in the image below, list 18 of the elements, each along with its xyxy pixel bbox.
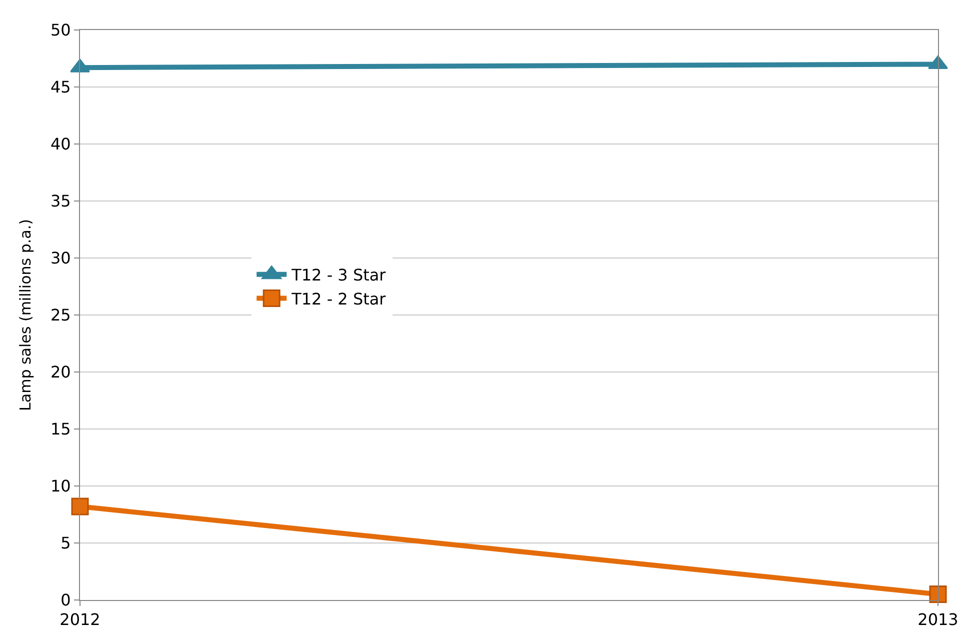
y-tick-label: 15 xyxy=(50,420,71,439)
x-tick-label: 2013 xyxy=(918,610,958,630)
point xyxy=(929,586,947,604)
y-tick-label: 45 xyxy=(50,78,71,97)
x-tick-label: 2012 xyxy=(60,610,100,630)
y-tick-label: 40 xyxy=(50,134,71,154)
y-tick-label: 35 xyxy=(50,192,71,211)
y-tick-label: 25 xyxy=(50,306,71,325)
legend-label: T12 - 3 Star xyxy=(290,266,386,285)
y-tick-label: 20 xyxy=(50,362,71,382)
y-tick-label: 0 xyxy=(60,590,71,610)
point xyxy=(71,498,89,516)
y-tick-label: 50 xyxy=(50,20,71,40)
y-tick-label: 30 xyxy=(50,248,71,268)
legend-label: T12 - 2 Star xyxy=(290,289,386,308)
y-axis-title: Lamp sales (millions p.a.) xyxy=(16,219,35,411)
y-tick-label: 10 xyxy=(50,476,71,496)
y-tick-label: 5 xyxy=(60,534,71,553)
